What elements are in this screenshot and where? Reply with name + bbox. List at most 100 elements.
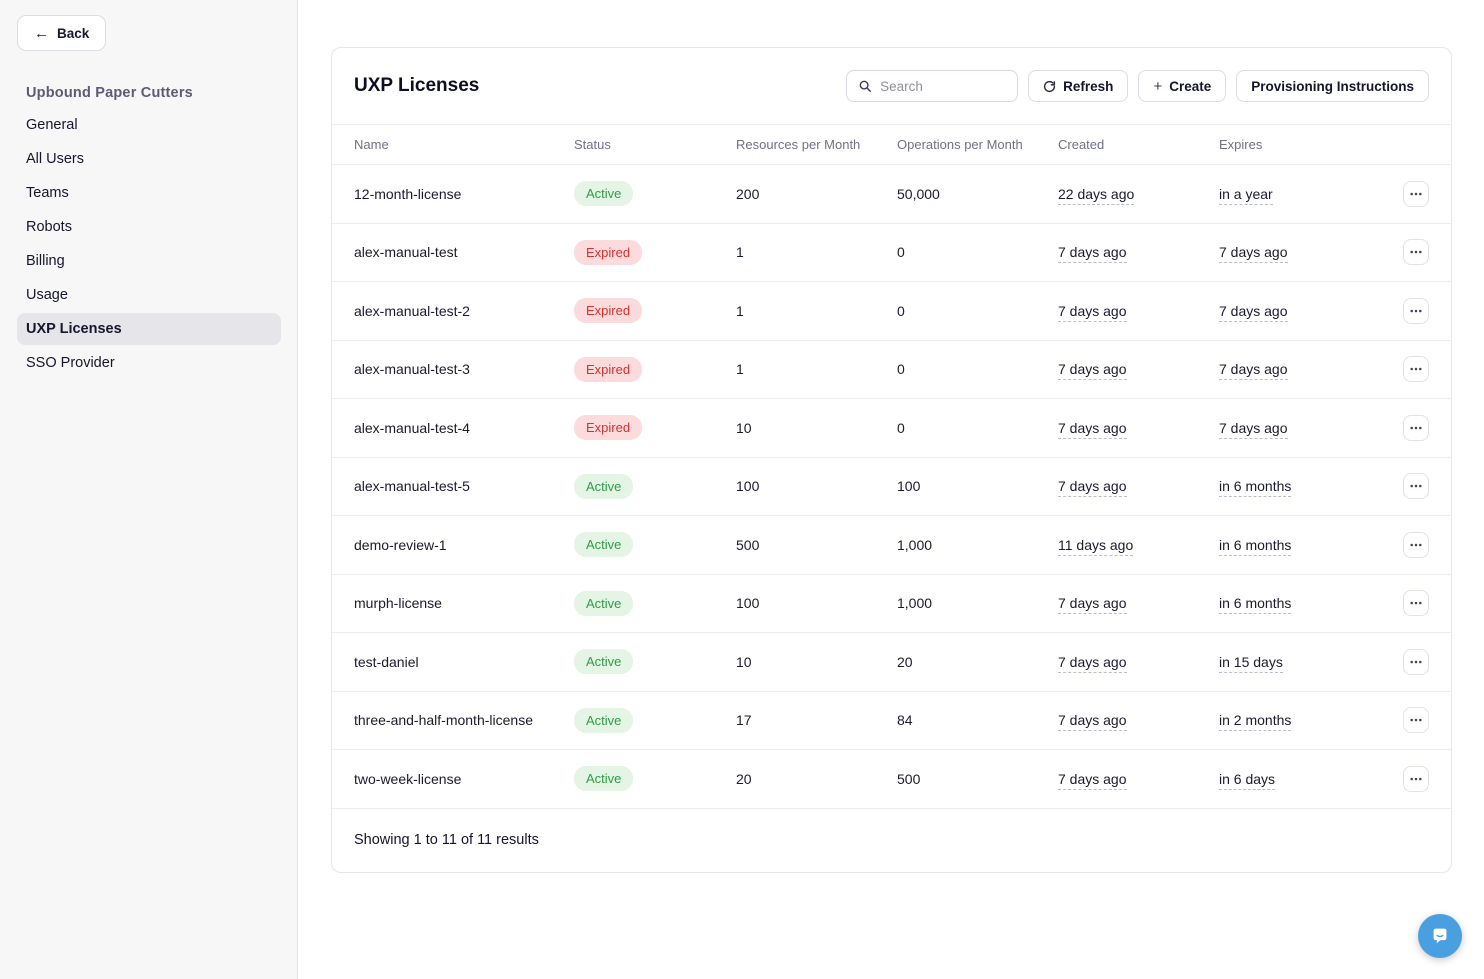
sidebar-item-general[interactable]: General — [17, 109, 281, 141]
license-name: alex-manual-test-3 — [354, 361, 470, 378]
table-row: two-week-license Active 20 500 7 days ag… — [332, 749, 1451, 808]
status-badge: Active — [574, 590, 634, 616]
plus-icon: + — [1153, 77, 1163, 95]
ellipsis-icon — [1410, 192, 1422, 196]
chat-launcher-button[interactable] — [1418, 914, 1462, 958]
sidebar-item-uxp-licenses[interactable]: UXP Licenses — [17, 313, 281, 345]
refresh-button[interactable]: Refresh — [1028, 70, 1129, 102]
created-value: 7 days ago — [1058, 244, 1127, 264]
ellipsis-icon — [1410, 250, 1422, 254]
resources-per-month: 100 — [736, 595, 760, 612]
license-name: 12-month-license — [354, 185, 462, 202]
created-value: 7 days ago — [1058, 302, 1127, 322]
create-button[interactable]: + Create — [1138, 70, 1227, 102]
sidebar-item-label: SSO Provider — [26, 355, 115, 371]
sidebar-items: General All Users Teams Robots Billing U… — [17, 109, 281, 379]
column-header-operations-per-month: Operations per Month — [897, 137, 1023, 152]
back-button[interactable]: ← Back — [17, 15, 107, 51]
sidebar-item-all-users[interactable]: All Users — [17, 143, 281, 175]
created-cell: 11 days ago — [1058, 536, 1219, 556]
column-header-created: Created — [1058, 137, 1105, 152]
operations-per-month: 500 — [897, 770, 921, 787]
operations-per-month: 20 — [897, 653, 913, 670]
sidebar-item-label: All Users — [26, 151, 85, 167]
refresh-icon — [1044, 80, 1056, 92]
sidebar-item-label: UXP Licenses — [26, 321, 122, 337]
created-value: 7 days ago — [1058, 478, 1127, 498]
back-button-label: Back — [57, 25, 90, 41]
sidebar-item-label: Billing — [26, 253, 65, 269]
row-actions-button[interactable] — [1403, 473, 1429, 500]
provisioning-instructions-label: Provisioning Instructions — [1251, 78, 1414, 94]
expires-value: in 6 months — [1219, 536, 1292, 556]
status-cell: Active — [574, 473, 736, 499]
created-cell: 7 days ago — [1058, 361, 1219, 381]
row-actions-button[interactable] — [1403, 180, 1429, 207]
resources-per-month: 17 — [736, 712, 752, 729]
status-badge: Expired — [574, 298, 643, 324]
refresh-button-label: Refresh — [1063, 78, 1114, 94]
sidebar-item-teams[interactable]: Teams — [17, 177, 281, 209]
expires-value: 7 days ago — [1219, 302, 1288, 322]
actions-cell — [1389, 356, 1429, 383]
actions-cell — [1389, 590, 1429, 617]
back-arrow-icon: ← — [34, 24, 49, 42]
status-badge: Active — [574, 766, 634, 792]
status-badge: Expired — [574, 356, 643, 382]
table-row: alex-manual-test-2 Expired 1 0 7 days ag… — [332, 281, 1451, 340]
status-badge: Active — [574, 473, 634, 499]
provisioning-instructions-button[interactable]: Provisioning Instructions — [1236, 70, 1429, 102]
actions-cell — [1389, 648, 1429, 675]
created-value: 7 days ago — [1058, 653, 1127, 673]
row-actions-button[interactable] — [1403, 356, 1429, 383]
created-value: 11 days ago — [1058, 536, 1134, 556]
created-cell: 7 days ago — [1058, 712, 1219, 732]
header-controls: Refresh + Create Provisioning Instructio… — [846, 70, 1429, 102]
ellipsis-icon — [1410, 367, 1422, 371]
expires-cell: in 2 months — [1219, 712, 1389, 732]
created-cell: 7 days ago — [1058, 244, 1219, 264]
row-actions-button[interactable] — [1403, 297, 1429, 324]
row-actions-button[interactable] — [1403, 648, 1429, 675]
expires-value: in a year — [1219, 185, 1273, 205]
status-cell: Expired — [574, 356, 736, 382]
expires-value: 7 days ago — [1219, 361, 1288, 381]
ellipsis-icon — [1410, 484, 1422, 488]
row-actions-button[interactable] — [1403, 590, 1429, 617]
ellipsis-icon — [1410, 660, 1422, 664]
actions-cell — [1389, 531, 1429, 558]
sidebar-item-robots[interactable]: Robots — [17, 211, 281, 243]
status-badge: Expired — [574, 415, 643, 441]
row-actions-button[interactable] — [1403, 765, 1429, 792]
row-actions-button[interactable] — [1403, 239, 1429, 266]
sidebar-item-sso-provider[interactable]: SSO Provider — [17, 347, 281, 379]
created-cell: 7 days ago — [1058, 770, 1219, 790]
row-actions-button[interactable] — [1403, 531, 1429, 558]
results-summary: Showing 1 to 11 of 11 results — [354, 832, 539, 848]
sidebar-item-label: Usage — [26, 287, 68, 303]
status-cell: Expired — [574, 298, 736, 324]
expires-cell: in 6 months — [1219, 478, 1389, 498]
expires-cell: 7 days ago — [1219, 419, 1389, 439]
actions-cell — [1389, 180, 1429, 207]
created-value: 7 days ago — [1058, 712, 1127, 732]
row-actions-button[interactable] — [1403, 414, 1429, 441]
ellipsis-icon — [1410, 426, 1422, 430]
create-button-label: Create — [1169, 78, 1212, 94]
created-value: 7 days ago — [1058, 361, 1127, 381]
created-value: 22 days ago — [1058, 185, 1135, 205]
created-cell: 7 days ago — [1058, 653, 1219, 673]
expires-cell: in a year — [1219, 185, 1389, 205]
card-footer: Showing 1 to 11 of 11 results — [332, 807, 1451, 872]
expires-cell: in 15 days — [1219, 653, 1389, 673]
sidebar-item-billing[interactable]: Billing — [17, 245, 281, 277]
row-actions-button[interactable] — [1403, 707, 1429, 734]
search-input[interactable] — [880, 78, 1007, 94]
resources-per-month: 100 — [736, 478, 760, 495]
status-cell: Active — [574, 181, 736, 207]
created-cell: 7 days ago — [1058, 595, 1219, 615]
licenses-card: UXP Licenses Refresh — [331, 47, 1452, 873]
org-title: Upbound Paper Cutters — [26, 85, 193, 101]
sidebar-item-label: General — [26, 117, 78, 133]
sidebar-item-usage[interactable]: Usage — [17, 279, 281, 311]
